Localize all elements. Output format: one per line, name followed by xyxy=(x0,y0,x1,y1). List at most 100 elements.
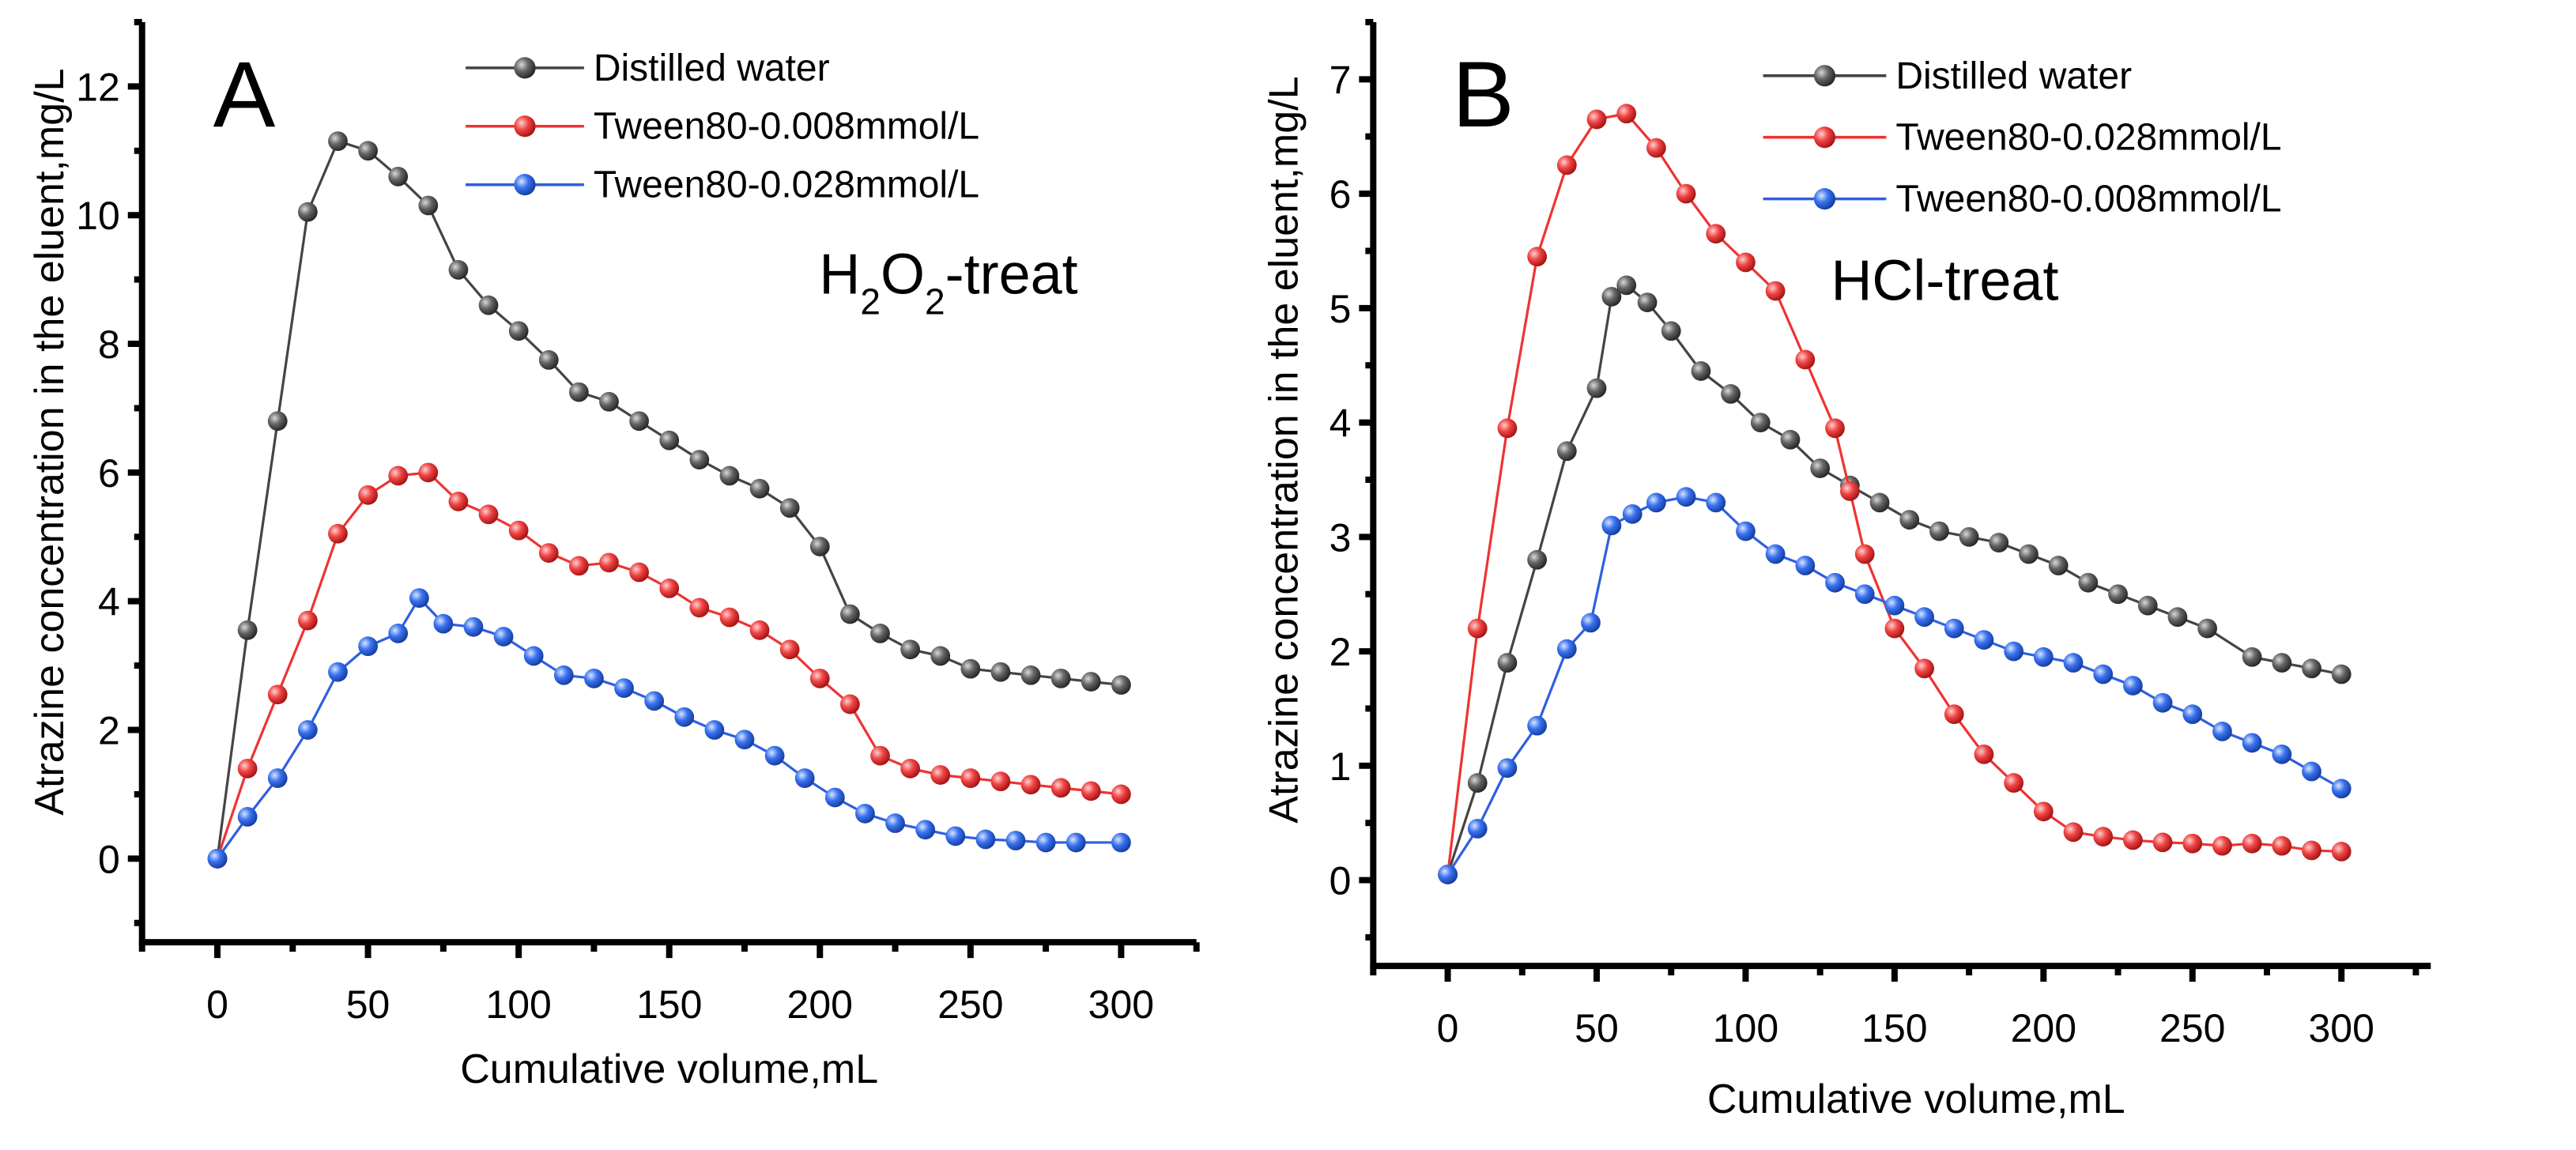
data-point xyxy=(1765,281,1786,301)
series-line xyxy=(216,471,1122,859)
data-point xyxy=(1556,155,1577,175)
y-axis-title: Atrazine concentration in the eluent,mg/… xyxy=(1261,77,1307,824)
data-point xyxy=(644,691,665,711)
data-point xyxy=(734,730,755,750)
data-point xyxy=(1899,510,1920,530)
data-point xyxy=(1050,668,1071,688)
label-part: O xyxy=(881,243,925,306)
data-point xyxy=(749,620,770,640)
legend-entry: Tween80-0.008mmol/L xyxy=(466,106,979,148)
data-point xyxy=(358,141,378,161)
data-point xyxy=(1646,492,1666,513)
x-tick-label: 150 xyxy=(636,982,702,1027)
data-point xyxy=(523,646,544,666)
data-point xyxy=(2272,653,2292,673)
data-point xyxy=(1854,584,1875,605)
legend-label: Tween80-0.008mmol/L xyxy=(594,106,979,148)
data-point xyxy=(794,768,815,788)
data-point xyxy=(2272,744,2292,764)
data-point xyxy=(358,485,378,505)
data-point xyxy=(960,768,981,788)
x-axis-title: Cumulative volume,mL xyxy=(460,1046,878,1092)
data-point xyxy=(2242,733,2262,753)
data-point xyxy=(2033,801,2054,822)
series-0 xyxy=(207,131,1131,869)
legend-entry: Distilled water xyxy=(1763,55,2132,97)
data-point xyxy=(629,411,649,432)
data-point xyxy=(1111,832,1131,853)
data-point xyxy=(388,466,409,486)
data-point xyxy=(2242,833,2262,854)
data-point xyxy=(297,202,318,222)
data-point xyxy=(1467,773,1488,793)
data-point xyxy=(463,616,484,637)
data-point xyxy=(674,707,695,727)
data-point xyxy=(2167,607,2188,628)
label-part: HCl-treat xyxy=(1831,249,2058,312)
data-point xyxy=(1081,672,1101,692)
data-point xyxy=(1661,321,1681,341)
x-tick-label: 250 xyxy=(937,982,1003,1027)
data-point xyxy=(1035,832,1056,853)
series-2 xyxy=(207,588,1131,869)
data-point xyxy=(990,662,1011,682)
data-point xyxy=(1020,775,1041,795)
y-tick-label: 0 xyxy=(1329,859,1352,903)
data-point xyxy=(2033,647,2054,667)
x-tick-label: 50 xyxy=(1575,1006,1619,1050)
data-point xyxy=(824,787,845,808)
data-point xyxy=(1974,744,1994,764)
data-point xyxy=(1497,653,1518,673)
axes-frame xyxy=(138,21,1197,946)
data-point xyxy=(960,658,981,679)
data-point xyxy=(2048,556,2069,575)
data-point xyxy=(1581,613,1601,633)
data-point xyxy=(2004,773,2024,793)
data-point xyxy=(1081,781,1101,801)
data-point xyxy=(1944,618,1964,639)
y-axis-title: Atrazine concentration in the eluent,mg/… xyxy=(27,69,73,816)
data-point xyxy=(900,758,920,779)
data-point xyxy=(2197,618,2217,639)
data-point xyxy=(659,430,680,451)
data-point xyxy=(930,765,951,785)
data-point xyxy=(388,624,409,643)
data-point xyxy=(1691,361,1711,381)
y-tick-label: 1 xyxy=(1329,745,1352,789)
legend-marker xyxy=(1813,188,1836,210)
legend-label: Distilled water xyxy=(1895,55,2132,97)
data-point xyxy=(1616,104,1637,124)
data-point xyxy=(1721,384,1741,404)
data-point xyxy=(1527,549,1548,570)
data-point xyxy=(2152,832,2173,853)
data-point xyxy=(2004,641,2024,662)
y-tick-label: 3 xyxy=(1329,515,1352,560)
data-point xyxy=(2182,704,2203,725)
data-point xyxy=(719,466,740,486)
panel-letter: A xyxy=(213,43,276,147)
x-tick-label: 300 xyxy=(1088,982,1154,1027)
data-point xyxy=(1065,832,1086,853)
data-point xyxy=(1676,183,1696,204)
data-point xyxy=(1601,286,1622,307)
x-tick-label: 250 xyxy=(2159,1006,2225,1050)
data-point xyxy=(900,639,920,660)
data-point xyxy=(839,604,860,624)
chart-panel-a: 0 2 4 6 8 10 12 0 50 100 150 200 250 300 Cumulative vo… xyxy=(27,18,1200,1092)
data-point xyxy=(599,391,619,412)
label-part: H xyxy=(819,243,860,306)
series-line xyxy=(1446,112,2342,875)
x-tick-label: 300 xyxy=(2308,1006,2374,1050)
x-tick-label: 0 xyxy=(206,982,228,1027)
data-point xyxy=(297,610,318,631)
data-point xyxy=(2019,544,2039,564)
data-point xyxy=(1780,429,1801,450)
data-point xyxy=(448,492,469,511)
data-point xyxy=(2331,664,2352,684)
data-point xyxy=(388,166,409,187)
data-point xyxy=(2302,761,2321,782)
data-point xyxy=(418,195,439,216)
data-point xyxy=(1884,595,1905,616)
data-point xyxy=(328,131,348,151)
data-point xyxy=(689,450,710,469)
